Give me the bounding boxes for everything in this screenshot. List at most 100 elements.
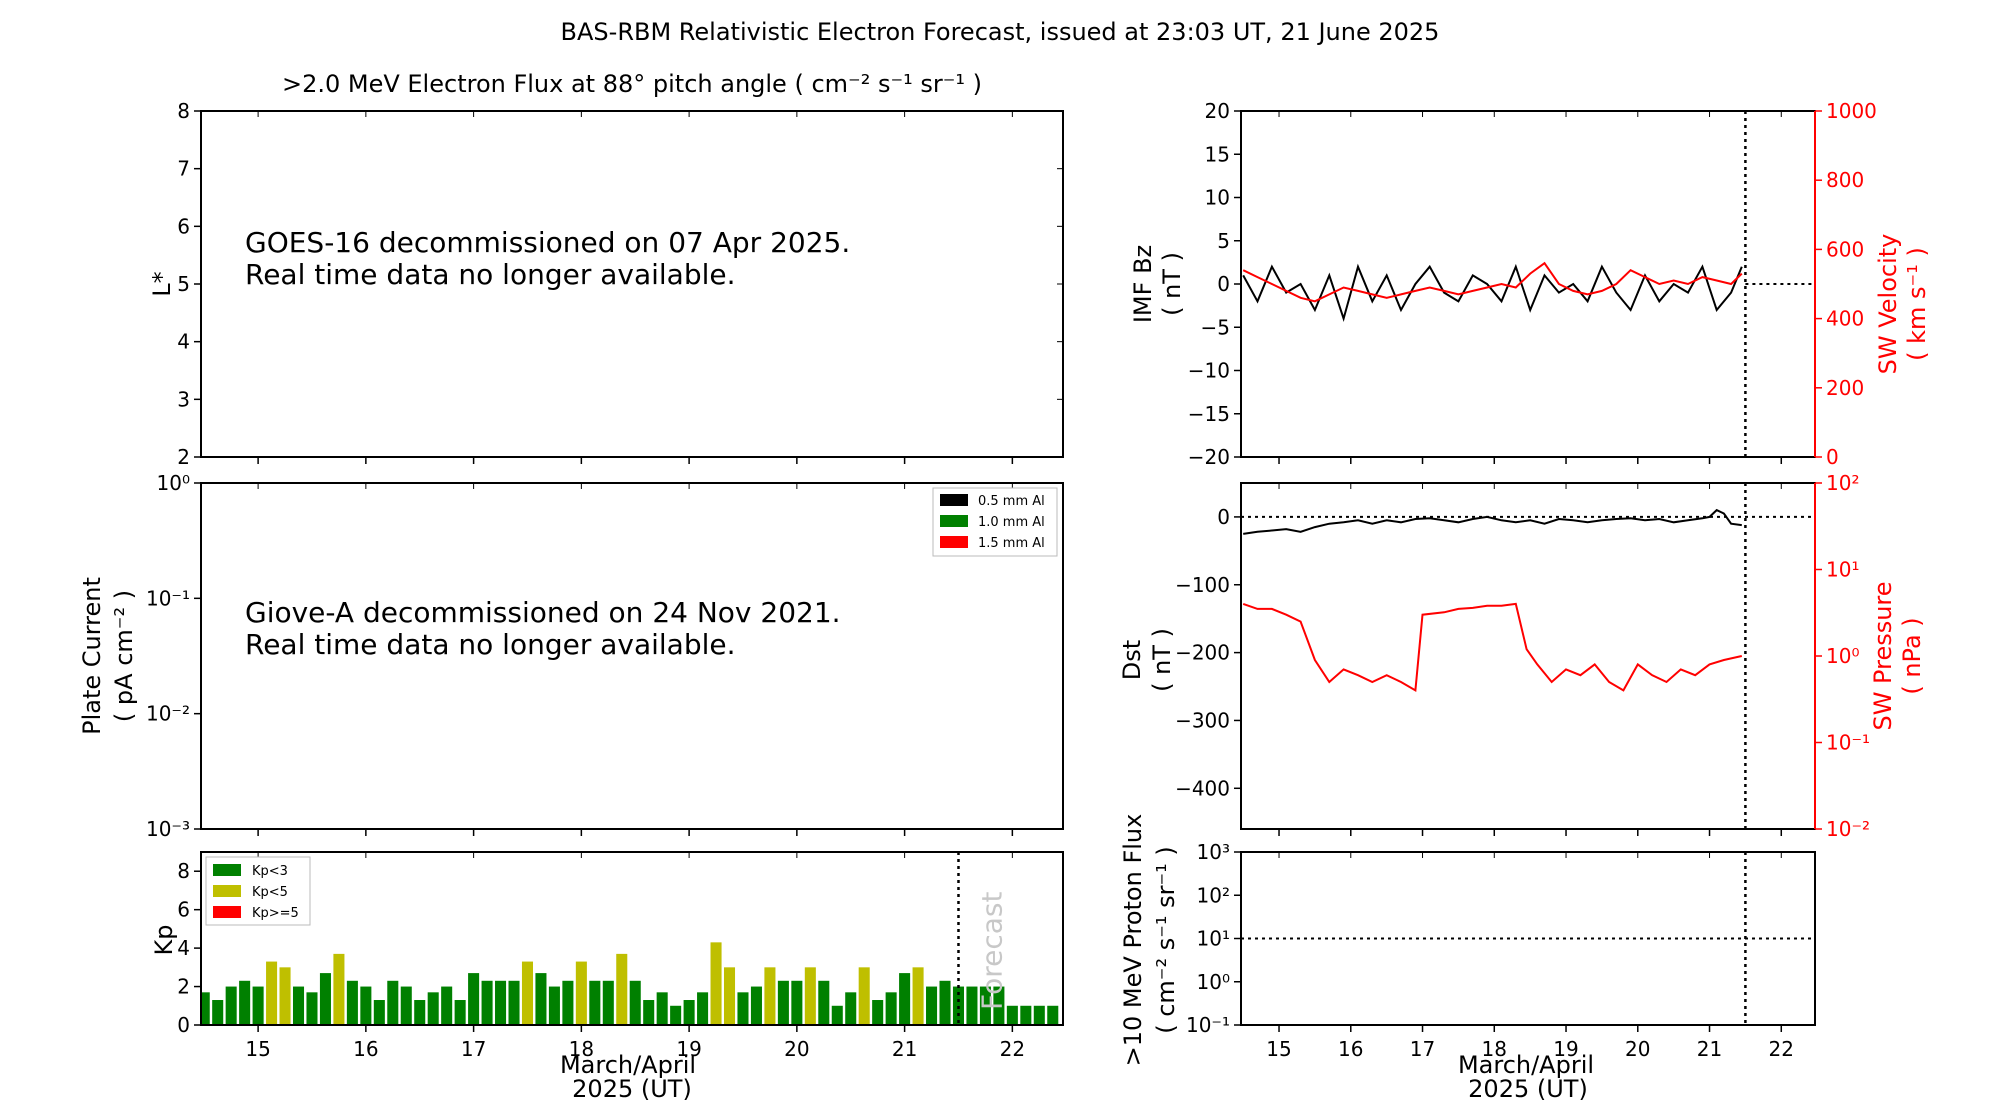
imf-y-tick-label: −15 bbox=[1188, 402, 1230, 426]
kp-bar bbox=[993, 986, 1005, 1025]
giove-message-line-2: Real time data no longer available. bbox=[245, 628, 736, 661]
giove-y-tick-label: 10⁰ bbox=[157, 471, 190, 495]
kp-bar bbox=[1006, 1005, 1018, 1025]
kp-bar bbox=[414, 1000, 426, 1025]
dst-y2-tick-label: 10⁰ bbox=[1826, 644, 1859, 668]
imf-y2-label-line-1: SW Velocity bbox=[1874, 234, 1902, 375]
kp-bar bbox=[966, 986, 978, 1025]
proton-x-tick-label: 19 bbox=[1553, 1037, 1578, 1061]
kp-forecast-label: Forecast bbox=[975, 891, 1008, 1010]
proton-y-tick-label: 10¹ bbox=[1197, 927, 1230, 951]
giove-axes-frame bbox=[200, 482, 1064, 830]
kp-x-label-line-1: March/April bbox=[560, 1051, 696, 1079]
kp-bar bbox=[373, 1000, 385, 1025]
goes-y-tick-label: 6 bbox=[177, 214, 190, 238]
kp-y-tick-label: 8 bbox=[177, 859, 190, 883]
kp-bar bbox=[616, 953, 628, 1025]
kp-bar bbox=[939, 980, 951, 1025]
kp-legend-label-low: Kp<3 bbox=[252, 864, 288, 879]
kp-bar bbox=[454, 1000, 466, 1025]
kp-bar bbox=[710, 942, 722, 1025]
imf-y-tick-label: −10 bbox=[1188, 359, 1230, 383]
giove-y-tick-label: 10⁻¹ bbox=[146, 586, 190, 610]
goes-y-ticks: 2 3 4 5 6 7 8 bbox=[177, 99, 1063, 469]
kp-bar bbox=[319, 973, 331, 1025]
kp-x-tick-label: 20 bbox=[784, 1037, 809, 1061]
imf-y-tick-label: 10 bbox=[1205, 186, 1230, 210]
imf-y2-tick-label: 800 bbox=[1826, 168, 1864, 192]
giove-y-label-line-2: ( pA cm⁻² ) bbox=[110, 590, 138, 722]
dst-y2-tick-label: 10⁻¹ bbox=[1826, 731, 1870, 755]
dst-x-ticks bbox=[1278, 483, 1783, 836]
imf-y2-tick-label: 600 bbox=[1826, 237, 1864, 261]
proton-panel: 10⁻¹ 10⁰ 10¹ 10² 10³ 15 16 17 18 19 20 21 22 >10 Me… bbox=[1119, 814, 1816, 1100]
kp-bar bbox=[858, 967, 870, 1025]
goes-y-tick-label: 2 bbox=[177, 445, 190, 469]
giove-legend-label-15: 1.5 mm Al bbox=[978, 536, 1045, 551]
kp-bar bbox=[508, 980, 520, 1025]
giove-legend-swatch-15 bbox=[940, 536, 968, 548]
giove-legend-label-10: 1.0 mm Al bbox=[978, 515, 1045, 530]
kp-bar bbox=[926, 986, 938, 1025]
imf-y-label-line-1: IMF Bz bbox=[1129, 245, 1157, 323]
kp-bar bbox=[1047, 1005, 1059, 1025]
imf-y-tick-label: 20 bbox=[1205, 99, 1230, 123]
imf-y-tick-label: 15 bbox=[1205, 142, 1230, 166]
kp-bar bbox=[912, 967, 924, 1025]
imf-x-ticks bbox=[1278, 111, 1783, 464]
imf-series bbox=[1242, 261, 1743, 323]
kp-bar bbox=[562, 980, 574, 1025]
goes-message-line-2: Real time data no longer available. bbox=[245, 258, 736, 291]
kp-bar bbox=[764, 967, 776, 1025]
goes-y-tick-label: 3 bbox=[177, 387, 190, 411]
kp-x-ticks: 15 16 17 18 19 20 21 22 bbox=[245, 852, 1025, 1061]
kp-bar bbox=[952, 986, 965, 1025]
kp-bar bbox=[697, 992, 709, 1025]
kp-bar bbox=[723, 967, 736, 1025]
imf-y2-tick-label: 1000 bbox=[1826, 99, 1877, 123]
dst-y-tick-label: −400 bbox=[1175, 776, 1230, 800]
dst-y-ticks: −400 −300 −200 −100 0 bbox=[1175, 505, 1241, 800]
kp-bar bbox=[979, 986, 991, 1025]
kp-x-tick-label: 15 bbox=[245, 1037, 270, 1061]
kp-bar bbox=[872, 1000, 884, 1025]
giove-y-label-line-1: Plate Current bbox=[78, 577, 106, 735]
proton-y-tick-label: 10² bbox=[1197, 883, 1230, 907]
proton-y-tick-label: 10³ bbox=[1197, 840, 1230, 864]
kp-axes-frame bbox=[200, 851, 1064, 1026]
kp-x-tick-label: 19 bbox=[676, 1037, 701, 1061]
giove-message-line-1: Giove-A decommissioned on 24 Nov 2021. bbox=[245, 596, 841, 629]
dst-y-tick-label: 0 bbox=[1217, 505, 1230, 529]
kp-bar bbox=[831, 1005, 843, 1025]
kp-x-tick-label: 17 bbox=[461, 1037, 486, 1061]
kp-bar bbox=[468, 973, 480, 1025]
kp-bar bbox=[602, 980, 614, 1025]
kp-bar bbox=[845, 992, 857, 1025]
imf-y-tick-label: −20 bbox=[1188, 445, 1230, 469]
kp-bar bbox=[575, 961, 587, 1025]
proton-x-tick-label: 17 bbox=[1410, 1037, 1435, 1061]
kp-bar bbox=[818, 980, 830, 1025]
kp-bar bbox=[252, 986, 264, 1025]
goes-y-tick-label: 8 bbox=[177, 99, 190, 123]
kp-bar bbox=[589, 980, 601, 1025]
kp-bar bbox=[683, 1000, 695, 1025]
goes-y-tick-label: 4 bbox=[177, 330, 190, 354]
kp-x-tick-label: 16 bbox=[353, 1037, 378, 1061]
proton-x-ticks: 15 16 17 18 19 20 21 22 bbox=[1266, 852, 1794, 1061]
goes-panel: >2.0 MeV Electron Flux at 88° pitch angl… bbox=[148, 70, 1064, 469]
proton-x-tick-label: 21 bbox=[1697, 1037, 1722, 1061]
imf-y2-label-line-2: ( km s⁻¹ ) bbox=[1903, 247, 1931, 361]
imf-y2-tick-label: 400 bbox=[1826, 307, 1864, 331]
kp-bar bbox=[225, 986, 237, 1025]
giove-legend: 0.5 mm Al 1.0 mm Al 1.5 mm Al bbox=[932, 487, 1058, 557]
kp-legend-swatch-high bbox=[213, 906, 241, 918]
dst-series bbox=[1242, 508, 1743, 693]
goes-message-line-1: GOES-16 decommissioned on 07 Apr 2025. bbox=[245, 226, 850, 259]
sw-velocity-line bbox=[1242, 261, 1743, 303]
kp-y-label: Kp bbox=[150, 925, 178, 956]
kp-bar bbox=[427, 992, 439, 1025]
proton-y-tick-label: 10⁻¹ bbox=[1186, 1013, 1230, 1037]
goes-y-tick-label: 5 bbox=[177, 272, 190, 296]
